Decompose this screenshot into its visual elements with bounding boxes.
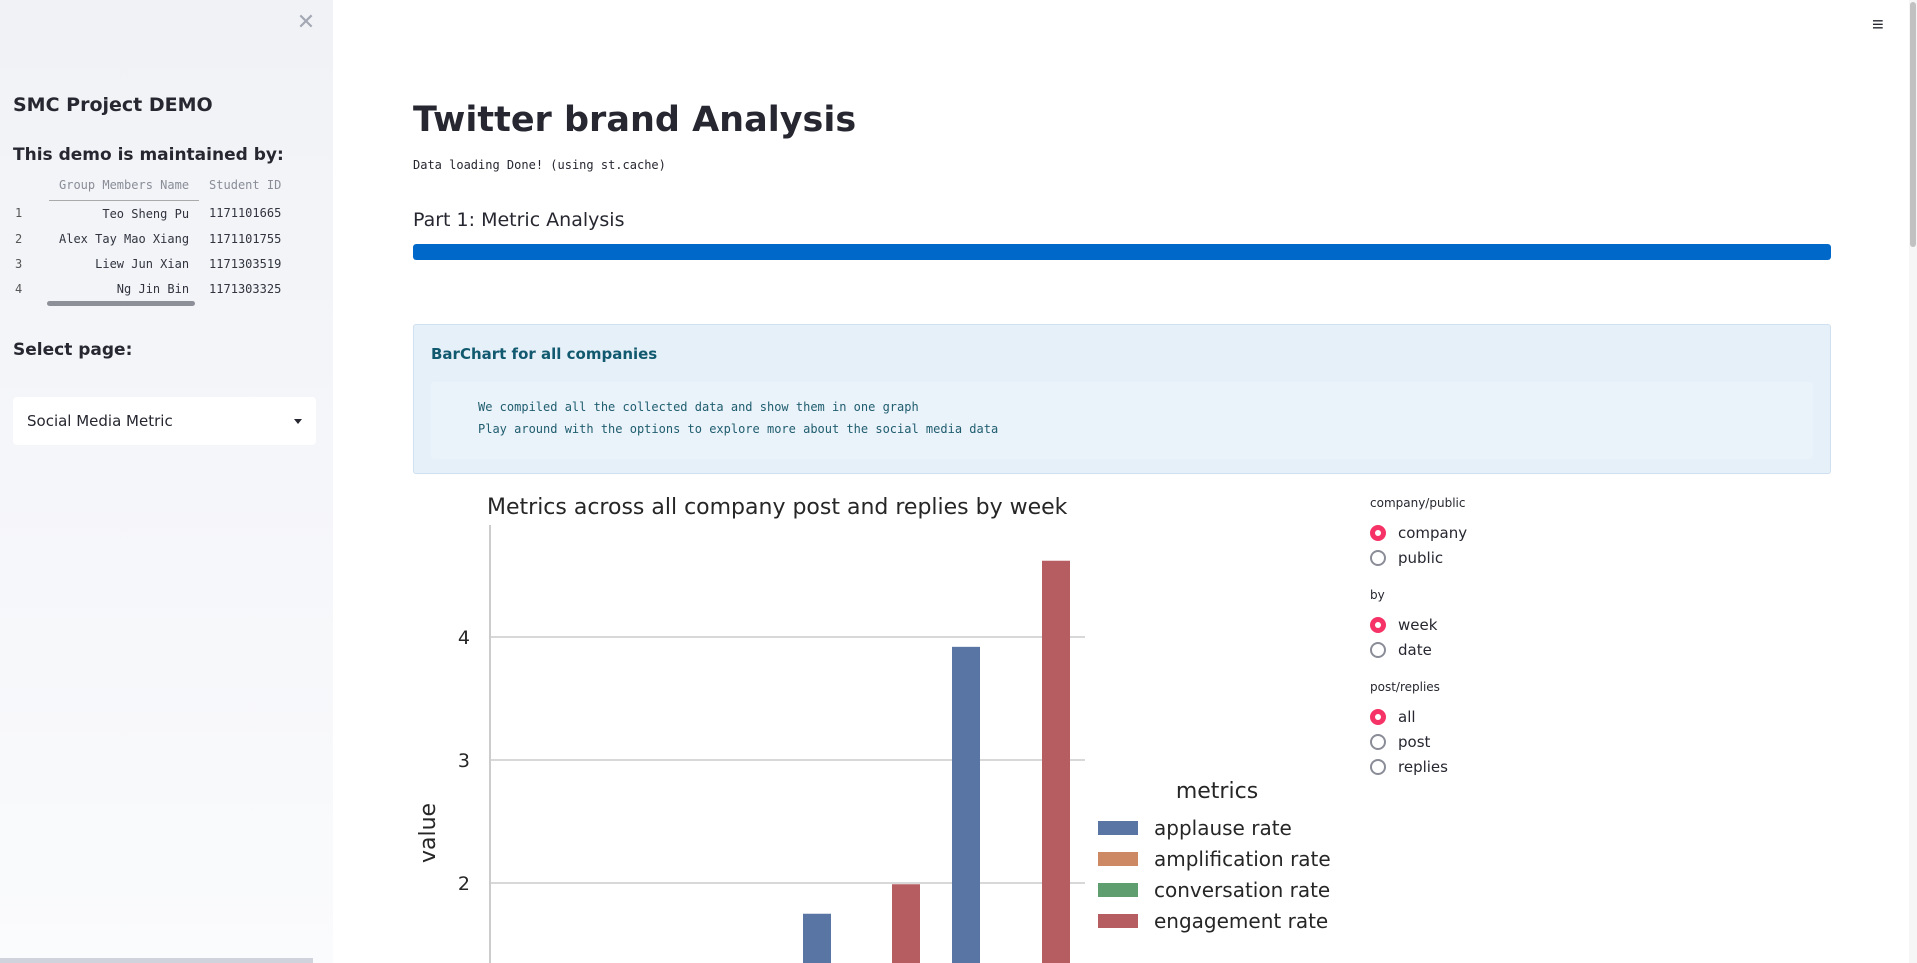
radio-option-all[interactable]: all xyxy=(1370,704,1570,729)
options-panel: company/public company public by week da… xyxy=(1370,496,1570,797)
member-name: Liew Jun Xian xyxy=(95,256,190,271)
radio-label: company xyxy=(1398,523,1468,542)
table-row: 4 Ng Jin Bin 1171303325 xyxy=(13,276,291,301)
info-box: BarChart for all companies We compiled a… xyxy=(413,324,1831,474)
legend-title: metrics xyxy=(1176,779,1258,804)
student-id: 1171101755 xyxy=(209,231,282,246)
radio-button[interactable] xyxy=(1370,708,1386,725)
radio-button[interactable] xyxy=(1370,616,1386,633)
radio-label: post xyxy=(1398,732,1431,751)
legend-label: applause rate xyxy=(1154,816,1292,840)
y-tick-label: 2 xyxy=(458,873,470,895)
y-axis-label: value xyxy=(416,803,441,863)
member-name: Alex Tay Mao Xiang xyxy=(59,231,190,246)
chart-title: Metrics across all company post and repl… xyxy=(487,495,1068,520)
row-index: 3 xyxy=(15,256,23,271)
radio-button[interactable] xyxy=(1370,524,1386,541)
radio-group-post-replies: post/replies all post replies xyxy=(1370,680,1570,779)
members-table: Group Members Name Student ID 1 Teo Shen… xyxy=(13,176,291,301)
row-index: 4 xyxy=(15,281,23,296)
bar-chart: Metrics across all company post and repl… xyxy=(416,495,1331,963)
radio-option-post[interactable]: post xyxy=(1370,729,1570,754)
info-code-block: We compiled all the collected data and s… xyxy=(431,382,1813,459)
progress-fill xyxy=(413,244,1831,260)
sidebar: ✕ SMC Project DEMO This demo is maintain… xyxy=(0,0,333,963)
radio-label: all xyxy=(1398,707,1416,726)
member-name: Ng Jin Bin xyxy=(116,281,190,296)
legend-swatch xyxy=(1098,821,1138,835)
y-tick-label: 3 xyxy=(458,750,470,772)
chevron-down-icon xyxy=(294,418,302,424)
code-line: Play around with the options to explore … xyxy=(478,422,999,436)
select-page-label: Select page: xyxy=(13,340,133,360)
sidebar-title: SMC Project DEMO xyxy=(13,94,213,116)
student-id: 1171303519 xyxy=(209,256,282,271)
page-scrollbar[interactable] xyxy=(1909,0,1917,963)
close-icon[interactable]: ✕ xyxy=(296,9,316,34)
legend-swatch xyxy=(1098,883,1138,897)
radio-button[interactable] xyxy=(1370,733,1386,750)
loading-status: Data loading Done! (using st.cache) xyxy=(413,158,666,172)
row-index: 2 xyxy=(15,231,23,246)
legend-label: amplification rate xyxy=(1154,847,1331,871)
sidebar-bottom-scrollbar[interactable] xyxy=(0,958,313,963)
radio-option-date[interactable]: date xyxy=(1370,637,1570,662)
maintained-by-label: This demo is maintained by: xyxy=(13,145,284,165)
radio-button[interactable] xyxy=(1370,758,1386,775)
radio-option-replies[interactable]: replies xyxy=(1370,754,1570,779)
radio-label: public xyxy=(1398,548,1444,567)
page-scrollbar-thumb[interactable] xyxy=(1910,2,1916,247)
progress-bar xyxy=(413,244,1831,260)
legend-label: engagement rate xyxy=(1154,909,1328,933)
member-name: Teo Sheng Pu xyxy=(102,206,190,221)
bar xyxy=(803,913,831,963)
table-row: 1 Teo Sheng Pu 1171101665 xyxy=(13,201,291,227)
radio-label: week xyxy=(1398,615,1438,634)
radio-group-company-public: company/public company public xyxy=(1370,496,1570,570)
page-select-value: Social Media Metric xyxy=(27,412,173,430)
info-title: BarChart for all companies xyxy=(431,345,658,363)
radio-option-company[interactable]: company xyxy=(1370,520,1570,545)
y-tick-label: 4 xyxy=(458,627,470,649)
page-select[interactable]: Social Media Metric xyxy=(13,397,316,445)
radio-group-label: company/public xyxy=(1370,496,1466,510)
radio-group-label: by xyxy=(1370,588,1385,602)
radio-group-label: post/replies xyxy=(1370,680,1440,694)
table-header-index xyxy=(13,176,49,201)
radio-label: replies xyxy=(1398,757,1448,776)
table-row: 2 Alex Tay Mao Xiang 1171101755 xyxy=(13,226,291,251)
student-id: 1171303325 xyxy=(209,281,282,296)
bar xyxy=(1042,560,1070,963)
code-line: We compiled all the collected data and s… xyxy=(478,400,919,414)
radio-button[interactable] xyxy=(1370,549,1386,566)
row-index: 1 xyxy=(15,206,23,221)
bar xyxy=(892,884,920,963)
legend-swatch xyxy=(1098,914,1138,928)
hamburger-menu-icon[interactable]: ≡ xyxy=(1872,14,1884,36)
radio-option-week[interactable]: week xyxy=(1370,612,1570,637)
bar xyxy=(952,646,980,963)
table-horizontal-scrollbar[interactable] xyxy=(47,301,195,306)
radio-button[interactable] xyxy=(1370,641,1386,658)
table-row: 3 Liew Jun Xian 1171303519 xyxy=(13,251,291,276)
radio-option-public[interactable]: public xyxy=(1370,545,1570,570)
radio-label: date xyxy=(1398,640,1432,659)
table-header-id[interactable]: Student ID xyxy=(209,178,282,193)
table-header-name[interactable]: Group Members Name xyxy=(49,176,200,201)
page-title: Twitter brand Analysis xyxy=(413,100,857,140)
legend-swatch xyxy=(1098,852,1138,866)
radio-group-by: by week date xyxy=(1370,588,1570,662)
part-heading: Part 1: Metric Analysis xyxy=(413,209,625,231)
student-id: 1171101665 xyxy=(209,206,282,221)
legend-label: conversation rate xyxy=(1154,878,1330,902)
